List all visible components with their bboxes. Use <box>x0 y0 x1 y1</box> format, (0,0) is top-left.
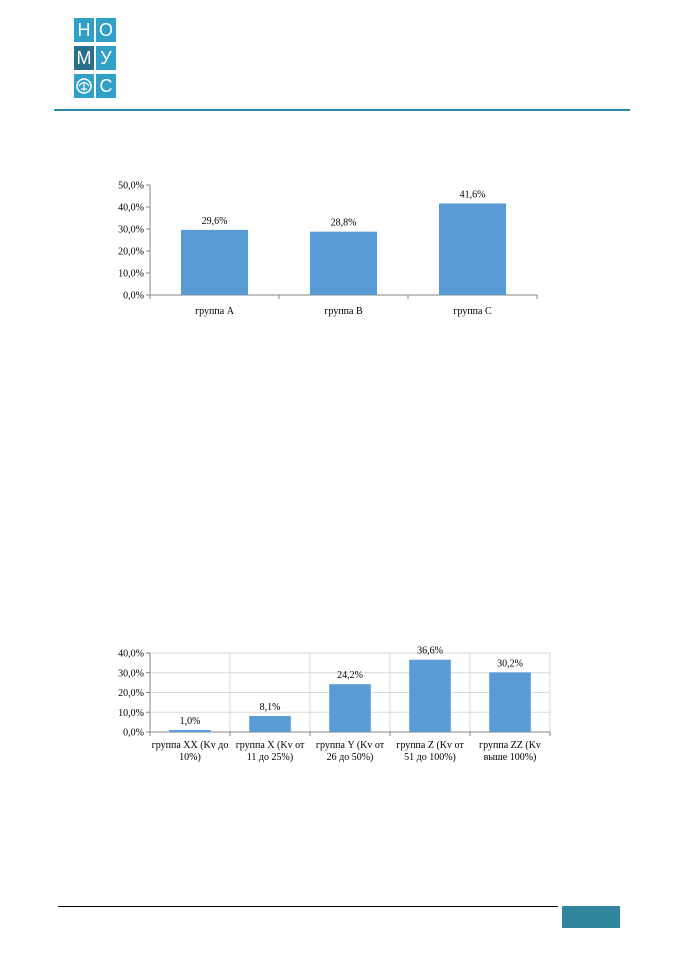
logo-letter-u: У <box>96 46 116 70</box>
data-label: 28,8% <box>331 218 357 229</box>
y-tick-label: 30,0% <box>118 668 144 679</box>
logo-letter-o: О <box>96 18 116 42</box>
bar <box>489 672 531 732</box>
y-tick-label: 40,0% <box>118 203 144 214</box>
bar <box>169 730 211 732</box>
category-label: группа XX (Kv до <box>152 740 229 751</box>
y-tick-label: 0,0% <box>123 728 144 739</box>
y-tick-label: 20,0% <box>118 688 144 699</box>
chart-groups-abc: 0,0% 10,0% 20,0% 30,0% 40,0% 50,0% 29,6% группа… <box>118 181 538 317</box>
logo-letter-n: Н <box>74 18 94 42</box>
category-label: 26 до 50%) <box>327 752 374 763</box>
data-label: 29,6% <box>202 216 228 227</box>
category-label: 51 до 100%) <box>404 752 456 763</box>
y-tick-label: 20,0% <box>118 247 144 258</box>
data-label: 8,1% <box>260 702 281 713</box>
data-label: 1,0% <box>180 716 201 727</box>
data-label: 24,2% <box>337 670 363 681</box>
category-label: группа А <box>195 306 235 317</box>
bar <box>309 231 378 295</box>
bar <box>180 229 249 295</box>
y-tick-label: 40,0% <box>118 649 144 660</box>
category-label: группа С <box>453 306 492 317</box>
bar <box>409 659 451 732</box>
nomus-logo: Н О М У С <box>74 18 118 100</box>
footer-rule <box>58 906 558 907</box>
category-label: 10%) <box>179 752 201 763</box>
y-tick-label: 50,0% <box>118 181 144 192</box>
category-label: группа Z (Kv от <box>396 740 464 751</box>
data-label: 41,6% <box>460 189 486 200</box>
y-tick-label: 10,0% <box>118 708 144 719</box>
chart-groups-variation: 0,0% 10,0% 20,0% 30,0% 40,0% 1,0% группа XX (K… <box>118 646 551 763</box>
bar <box>329 684 371 732</box>
data-label: 36,6% <box>417 646 443 657</box>
y-tick-label: 10,0% <box>118 269 144 280</box>
category-label: группа В <box>324 306 363 317</box>
category-label: группа X (Kv от <box>236 740 305 751</box>
bar <box>438 203 507 295</box>
logo-letter-m: М <box>74 46 94 70</box>
page-number-box <box>562 906 620 928</box>
logo-emblem-icon <box>74 74 94 98</box>
category-label: группа Y (Kv от <box>316 740 385 751</box>
category-label: 11 до 25%) <box>247 752 293 763</box>
logo-letter-s: С <box>96 74 116 98</box>
bar <box>249 716 291 732</box>
y-tick-label: 0,0% <box>123 291 144 302</box>
data-label: 30,2% <box>497 658 523 669</box>
y-tick-label: 30,0% <box>118 225 144 236</box>
header-rule <box>54 109 630 111</box>
category-label: выше 100%) <box>484 752 537 763</box>
category-label: группа ZZ (Kv <box>479 740 541 751</box>
